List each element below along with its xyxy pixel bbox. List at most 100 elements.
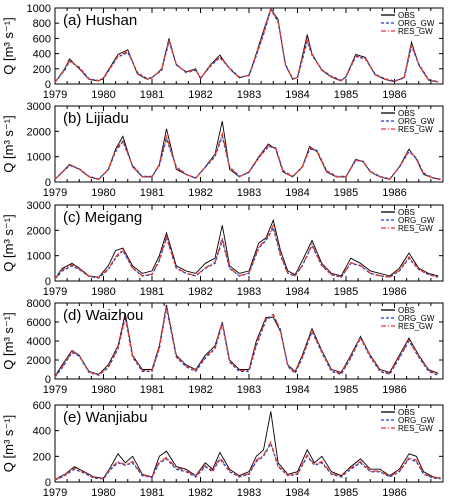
series-line-res-gw xyxy=(54,440,441,481)
y-tick-label: 0 xyxy=(45,477,51,489)
legend-label: RES_GW xyxy=(398,424,433,433)
panel-label: (e) Wanjiabu xyxy=(63,409,147,426)
x-tick-label: 1984 xyxy=(285,487,309,499)
legend-label: OBS xyxy=(398,208,415,217)
x-tick-label: 1979 xyxy=(43,286,67,298)
panel-label: (d) Waizhou xyxy=(63,307,143,324)
x-tick-label: 1983 xyxy=(237,384,261,396)
x-tick-label: 1985 xyxy=(334,384,358,396)
x-tick-label: 1979 xyxy=(43,89,67,101)
legend-label: OBS xyxy=(398,408,415,417)
series-line-obs xyxy=(54,218,439,279)
y-tick-label: 1000 xyxy=(27,152,51,164)
y-tick-label: 200 xyxy=(33,64,51,76)
x-tick-label: 1985 xyxy=(334,89,358,101)
x-tick-label: 1982 xyxy=(188,89,212,101)
legend-label: RES_GW xyxy=(398,322,433,331)
y-axis-label: Q [m³ s⁻¹] xyxy=(1,214,16,271)
y-tick-label: 800 xyxy=(33,18,51,30)
legend-label: RES_GW xyxy=(398,125,433,134)
x-tick-label: 1983 xyxy=(237,187,261,199)
x-tick-label: 1985 xyxy=(334,187,358,199)
x-tick-label: 1983 xyxy=(237,487,261,499)
legend-label: ORG_GW xyxy=(398,416,435,425)
x-tick-label: 1986 xyxy=(382,286,406,298)
x-tick-label: 1984 xyxy=(285,286,309,298)
series-line-res-gw xyxy=(54,131,441,180)
y-tick-label: 2000 xyxy=(27,355,51,367)
x-tick-label: 1986 xyxy=(382,487,406,499)
x-tick-label: 1982 xyxy=(188,286,212,298)
legend-label: RES_GW xyxy=(398,224,433,233)
panel-1: 0 1000 2000 3000 1979 1980 1981 1982 1983 1984 198… xyxy=(1,101,444,199)
x-tick-label: 1984 xyxy=(285,187,309,199)
panel-4: 0 200 400 600 1979 1980 1981 1982 1983 1984 1985 19… xyxy=(1,400,444,499)
x-tick-label: 1979 xyxy=(43,384,67,396)
y-tick-label: 3000 xyxy=(27,200,51,212)
y-tick-label: 1000 xyxy=(27,251,51,263)
x-tick-label: 1981 xyxy=(140,384,164,396)
panel-label: (c) Meigang xyxy=(63,209,142,226)
x-tick-label: 1980 xyxy=(91,187,115,199)
y-tick-label: 0 xyxy=(45,79,51,91)
series-line-res-gw xyxy=(54,223,439,280)
x-tick-label: 1981 xyxy=(140,286,164,298)
y-tick-label: 2000 xyxy=(27,225,51,237)
x-tick-label: 1980 xyxy=(91,286,115,298)
y-tick-label: 6000 xyxy=(27,317,51,329)
y-tick-label: 3000 xyxy=(27,101,51,113)
x-tick-label: 1982 xyxy=(188,487,212,499)
x-tick-label: 1982 xyxy=(188,384,212,396)
x-tick-label: 1986 xyxy=(382,187,406,199)
x-tick-label: 1982 xyxy=(188,187,212,199)
y-axis-label: Q [m³ s⁻¹] xyxy=(1,312,16,369)
y-axis-label: Q [m³ s⁻¹] xyxy=(1,17,16,74)
legend-label: RES_GW xyxy=(398,27,433,36)
y-axis-label: Q [m³ s⁻¹] xyxy=(1,415,16,472)
y-tick-label: 0 xyxy=(45,177,51,189)
y-tick-label: 2000 xyxy=(27,126,51,138)
x-tick-label: 1981 xyxy=(140,487,164,499)
x-tick-label: 1984 xyxy=(285,384,309,396)
x-tick-label: 1980 xyxy=(91,384,115,396)
y-tick-label: 8000 xyxy=(27,298,51,310)
panel-label: (a) Hushan xyxy=(63,12,137,29)
y-tick-label: 600 xyxy=(33,400,51,412)
x-tick-label: 1983 xyxy=(237,286,261,298)
panel-label: (b) Lijiadu xyxy=(63,110,129,127)
y-axis-label: Q [m³ s⁻¹] xyxy=(1,115,16,172)
y-tick-label: 200 xyxy=(33,451,51,463)
x-tick-label: 1980 xyxy=(91,487,115,499)
legend-label: OBS xyxy=(398,109,415,118)
legend-label: ORG_GW xyxy=(398,117,435,126)
x-tick-label: 1983 xyxy=(237,89,261,101)
x-tick-label: 1980 xyxy=(91,89,115,101)
y-tick-label: 1000 xyxy=(27,3,51,15)
legend-label: OBS xyxy=(398,306,415,315)
x-tick-label: 1981 xyxy=(140,187,164,199)
legend-label: ORG_GW xyxy=(398,216,435,225)
y-tick-label: 0 xyxy=(45,276,51,288)
series-line-obs xyxy=(54,411,441,480)
x-tick-label: 1979 xyxy=(43,487,67,499)
legend-label: OBS xyxy=(398,11,415,20)
panel-3: 0 2000 4000 6000 8000 1979 1980 1981 1982 1983 198… xyxy=(1,298,444,396)
y-tick-label: 600 xyxy=(33,33,51,45)
y-tick-label: 400 xyxy=(33,49,51,61)
x-tick-label: 1986 xyxy=(382,384,406,396)
x-tick-label: 1984 xyxy=(285,89,309,101)
y-tick-label: 400 xyxy=(33,426,51,438)
panel-2: 0 1000 2000 3000 1979 1980 1981 1982 1983 1984 198… xyxy=(1,200,444,298)
series-line-res-gw xyxy=(54,306,439,377)
x-tick-label: 1981 xyxy=(140,89,164,101)
x-tick-label: 1979 xyxy=(43,187,67,199)
legend-label: ORG_GW xyxy=(398,314,435,323)
y-tick-label: 4000 xyxy=(27,336,51,348)
x-tick-label: 1985 xyxy=(334,487,358,499)
series-line-obs xyxy=(54,121,441,181)
y-tick-label: 0 xyxy=(45,374,51,386)
x-tick-label: 1985 xyxy=(334,286,358,298)
series-line-res-gw xyxy=(54,7,439,83)
x-tick-label: 1986 xyxy=(382,89,406,101)
